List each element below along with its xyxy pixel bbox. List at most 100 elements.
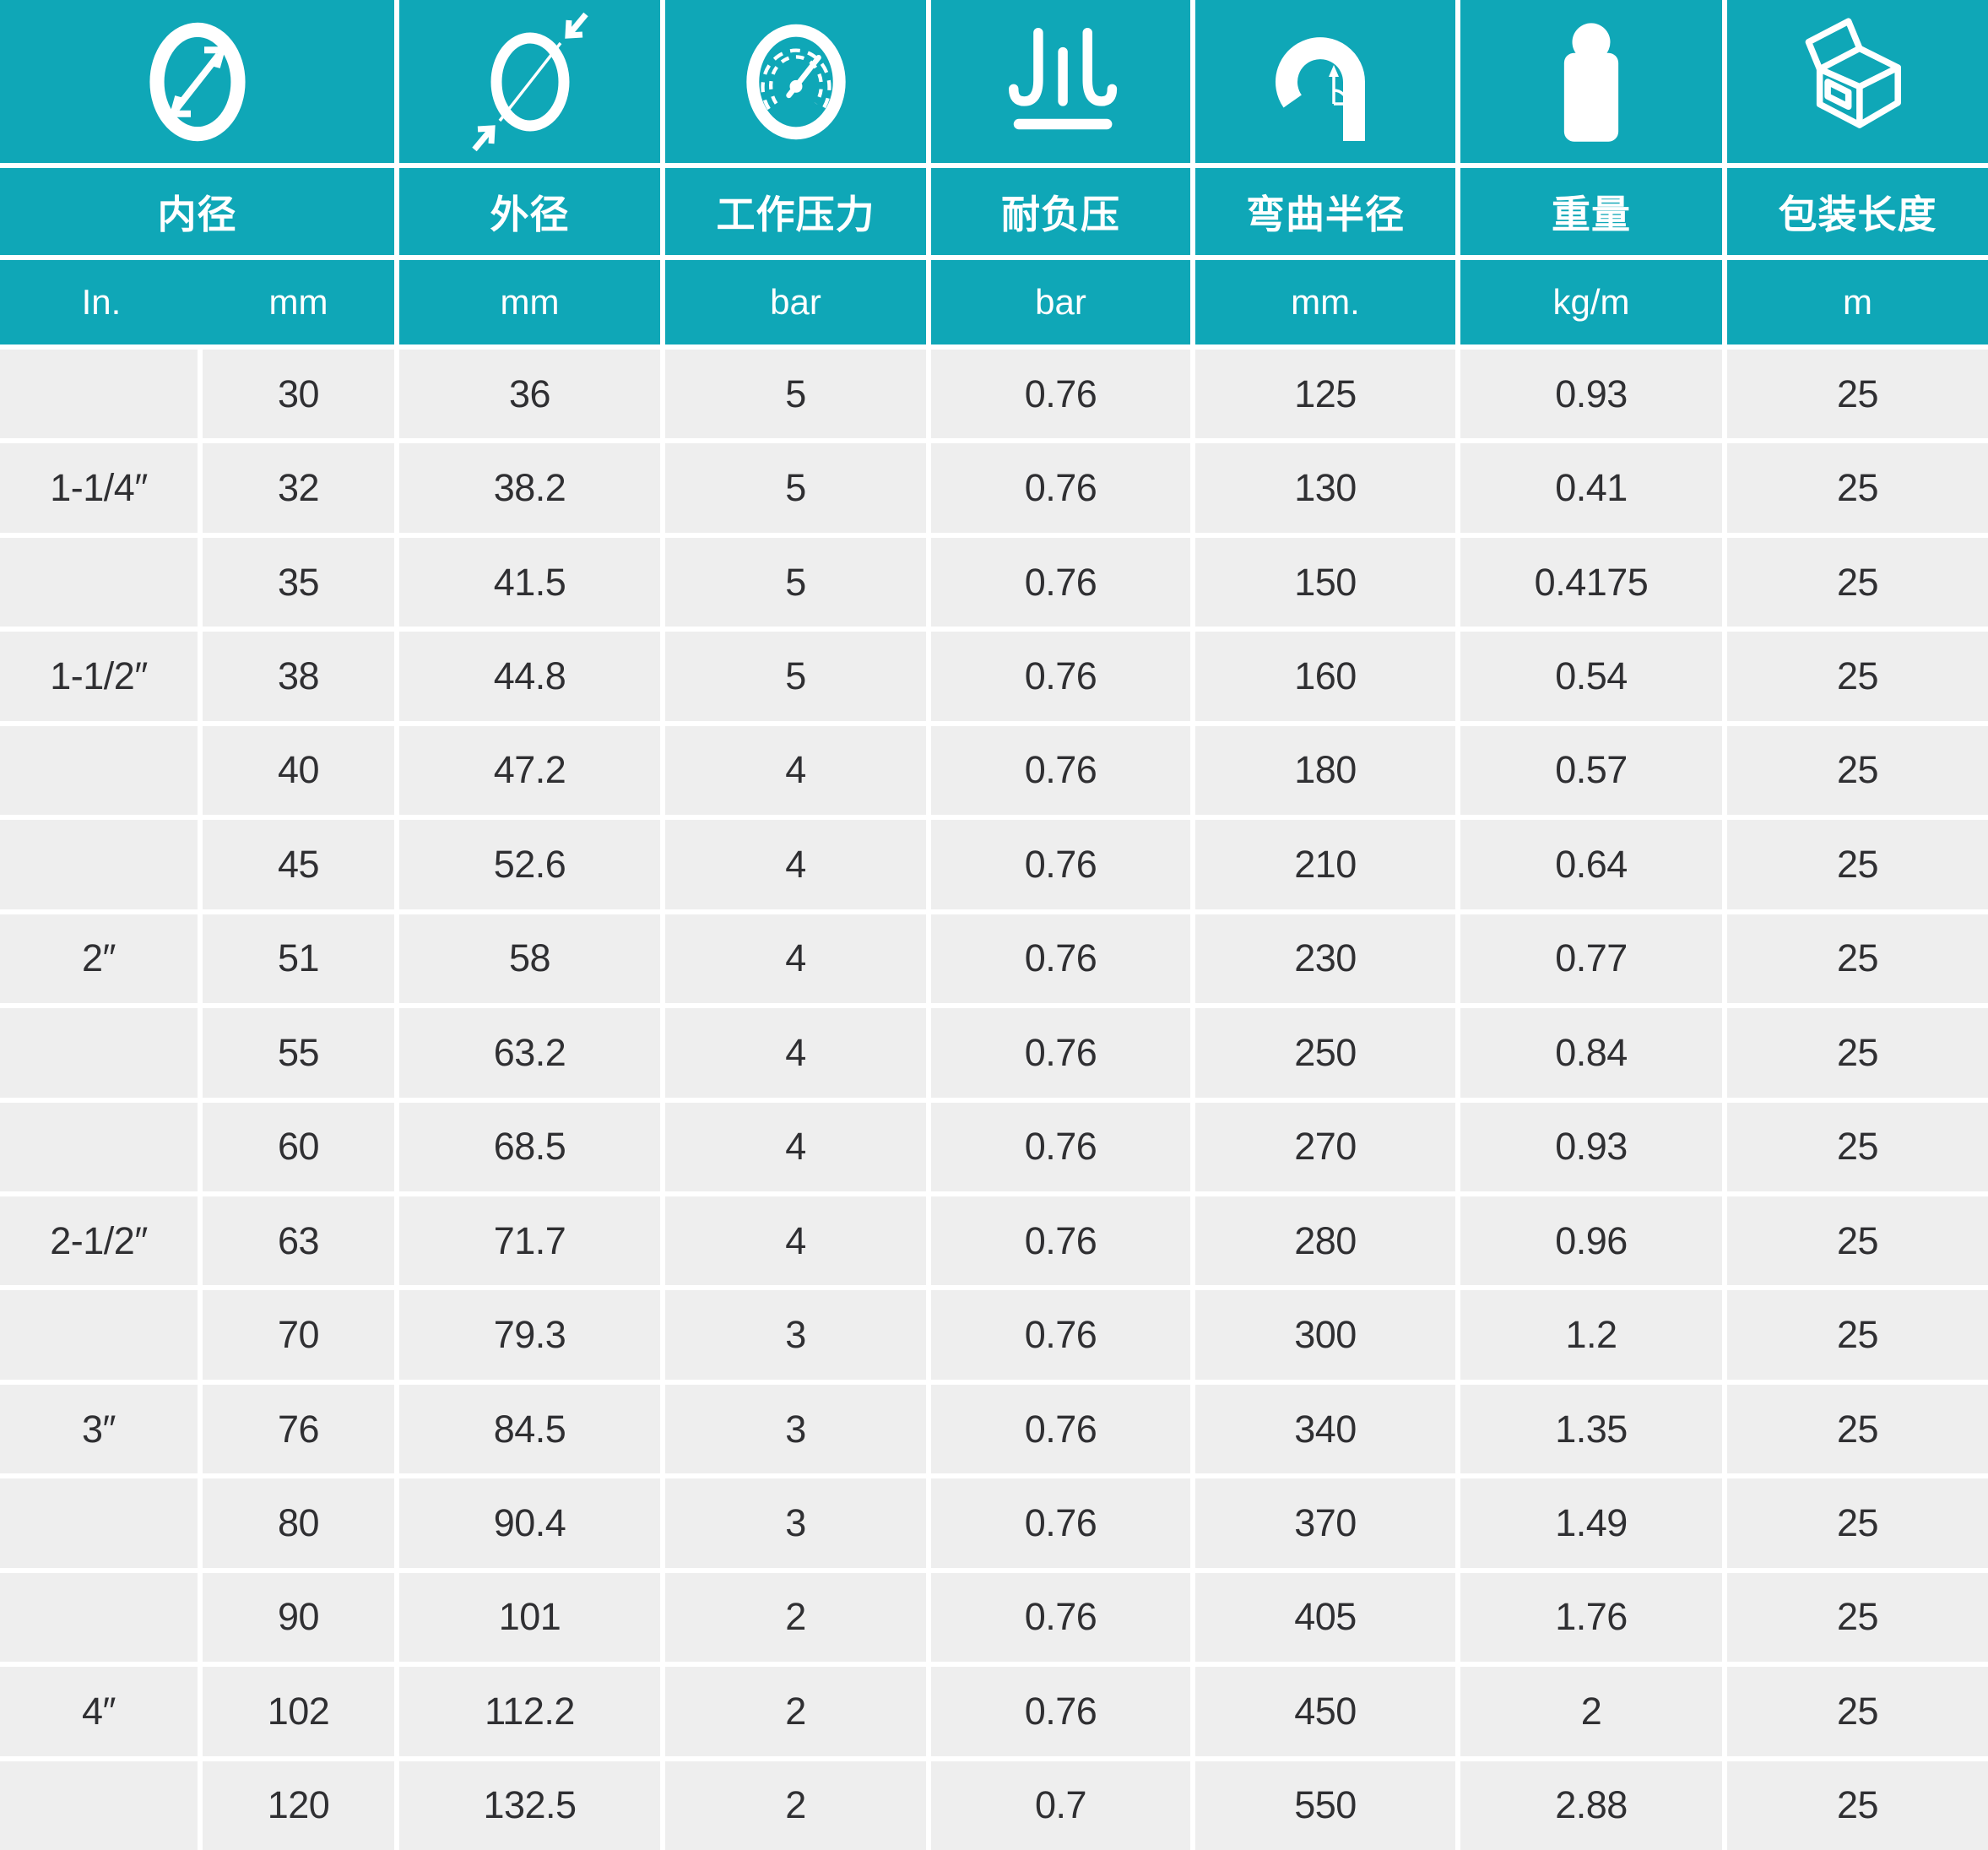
cell-package-length-m: 25 <box>1727 1102 1988 1191</box>
cell-weight-kgm: 0.93 <box>1460 350 1722 439</box>
cell-inner-diameter-mm: 60 <box>203 1102 394 1191</box>
cell-outer-diameter-mm: 84.5 <box>399 1384 660 1474</box>
cell-working-pressure-bar: 2 <box>665 1667 926 1756</box>
column-label: 重量 <box>1552 192 1631 236</box>
cell-working-pressure-bar: 4 <box>665 914 926 1004</box>
cell-bend-radius-mm: 210 <box>1195 820 1455 909</box>
cell-inner-diameter-inch: 1-1/2″ <box>0 632 198 721</box>
cell-bend-radius-mm: 370 <box>1195 1478 1455 1568</box>
cell-inner-diameter-mm: 120 <box>203 1760 394 1850</box>
cell-bend-radius-mm: 160 <box>1195 632 1455 721</box>
cell-bend-radius-mm: 250 <box>1195 1008 1455 1098</box>
column-label: 工作压力 <box>716 192 875 236</box>
cell-inner-diameter-inch <box>0 1102 198 1191</box>
cell-package-length-m: 25 <box>1727 1760 1988 1850</box>
cell-outer-diameter-mm: 41.5 <box>399 537 660 627</box>
cell-weight-kgm: 0.84 <box>1460 1008 1722 1098</box>
cell-inner-diameter-mm: 51 <box>203 914 394 1004</box>
cell-vacuum-resistance-bar: 0.76 <box>931 350 1190 439</box>
cell-weight-kgm: 0.4175 <box>1460 537 1722 627</box>
outer-diameter-icon <box>471 12 588 151</box>
header-icon-cell-bend-radius <box>1195 0 1455 163</box>
cell-bend-radius-mm: 150 <box>1195 537 1455 627</box>
column-label: 外径 <box>490 192 570 236</box>
cell-package-length-m: 25 <box>1727 1290 1988 1380</box>
unit-cell-vacuum-resistance: bar <box>931 260 1190 345</box>
cell-package-length-m: 25 <box>1727 443 1988 533</box>
cell-inner-diameter-mm: 40 <box>203 725 394 816</box>
cell-package-length-m: 25 <box>1727 537 1988 627</box>
unit-label-mm: mm <box>268 282 328 322</box>
cell-package-length-m: 25 <box>1727 350 1988 439</box>
cell-weight-kgm: 1.49 <box>1460 1478 1722 1568</box>
cell-weight-kgm: 2 <box>1460 1667 1722 1756</box>
cell-inner-diameter-inch: 1-1/4″ <box>0 443 198 533</box>
cell-vacuum-resistance-bar: 0.76 <box>931 1572 1190 1663</box>
cell-outer-diameter-mm: 68.5 <box>399 1102 660 1191</box>
column-label: 包装长度 <box>1778 192 1937 236</box>
cell-weight-kgm: 1.76 <box>1460 1572 1722 1663</box>
cell-outer-diameter-mm: 47.2 <box>399 725 660 816</box>
cell-weight-kgm: 0.57 <box>1460 725 1722 816</box>
cell-bend-radius-mm: 230 <box>1195 914 1455 1004</box>
cell-vacuum-resistance-bar: 0.76 <box>931 443 1190 533</box>
cell-outer-diameter-mm: 38.2 <box>399 443 660 533</box>
cell-working-pressure-bar: 5 <box>665 350 926 439</box>
cell-outer-diameter-mm: 52.6 <box>399 820 660 909</box>
cell-vacuum-resistance-bar: 0.76 <box>931 1102 1190 1191</box>
cell-working-pressure-bar: 4 <box>665 725 926 816</box>
column-label: 弯曲半径 <box>1246 192 1405 236</box>
cell-inner-diameter-inch <box>0 725 198 816</box>
header-icon-cell-weight <box>1460 0 1722 163</box>
header-icon-cell-package-length <box>1727 0 1988 163</box>
cell-bend-radius-mm: 180 <box>1195 725 1455 816</box>
cell-inner-diameter-mm: 80 <box>203 1478 394 1568</box>
cell-package-length-m: 25 <box>1727 1384 1988 1474</box>
cell-vacuum-resistance-bar: 0.76 <box>931 725 1190 816</box>
cell-inner-diameter-inch <box>0 1478 198 1568</box>
cell-bend-radius-mm: 450 <box>1195 1667 1455 1756</box>
cell-package-length-m: 25 <box>1727 632 1988 721</box>
cell-weight-kgm: 0.54 <box>1460 632 1722 721</box>
column-header-package-length: 包装长度 <box>1727 168 1988 255</box>
cell-package-length-m: 25 <box>1727 1572 1988 1663</box>
cell-working-pressure-bar: 3 <box>665 1384 926 1474</box>
cell-inner-diameter-inch <box>0 1008 198 1098</box>
header-icon-cell-outer-diameter <box>399 0 660 163</box>
cell-bend-radius-mm: 340 <box>1195 1384 1455 1474</box>
bend-radius-icon <box>1276 36 1365 141</box>
cell-outer-diameter-mm: 36 <box>399 350 660 439</box>
column-label: 耐负压 <box>1001 192 1120 236</box>
cell-inner-diameter-inch: 2″ <box>0 914 198 1004</box>
cell-outer-diameter-mm: 112.2 <box>399 1667 660 1756</box>
working-pressure-icon <box>745 24 846 139</box>
cell-working-pressure-bar: 4 <box>665 1008 926 1098</box>
column-header-inner-diameter: 内径 <box>0 168 394 255</box>
cell-inner-diameter-inch <box>0 350 198 439</box>
cell-inner-diameter-inch <box>0 1290 198 1380</box>
cell-outer-diameter-mm: 44.8 <box>399 632 660 721</box>
cell-vacuum-resistance-bar: 0.76 <box>931 1384 1190 1474</box>
cell-bend-radius-mm: 125 <box>1195 350 1455 439</box>
cell-inner-diameter-inch: 2-1/2″ <box>0 1196 198 1286</box>
cell-weight-kgm: 1.35 <box>1460 1384 1722 1474</box>
cell-package-length-m: 25 <box>1727 820 1988 909</box>
cell-outer-diameter-mm: 63.2 <box>399 1008 660 1098</box>
cell-vacuum-resistance-bar: 0.76 <box>931 1196 1190 1286</box>
cell-inner-diameter-mm: 45 <box>203 820 394 909</box>
cell-bend-radius-mm: 405 <box>1195 1572 1455 1663</box>
cell-vacuum-resistance-bar: 0.76 <box>931 1290 1190 1380</box>
cell-weight-kgm: 1.2 <box>1460 1290 1722 1380</box>
header-icon-cell-inner-diameter <box>0 0 394 163</box>
cell-outer-diameter-mm: 71.7 <box>399 1196 660 1286</box>
cell-bend-radius-mm: 550 <box>1195 1760 1455 1850</box>
cell-inner-diameter-inch <box>0 820 198 909</box>
cell-inner-diameter-mm: 35 <box>203 537 394 627</box>
cell-inner-diameter-mm: 30 <box>203 350 394 439</box>
vacuum-resistance-icon <box>1008 27 1117 129</box>
cell-bend-radius-mm: 270 <box>1195 1102 1455 1191</box>
inner-diameter-icon <box>149 22 246 141</box>
cell-vacuum-resistance-bar: 0.76 <box>931 1008 1190 1098</box>
cell-inner-diameter-mm: 102 <box>203 1667 394 1756</box>
